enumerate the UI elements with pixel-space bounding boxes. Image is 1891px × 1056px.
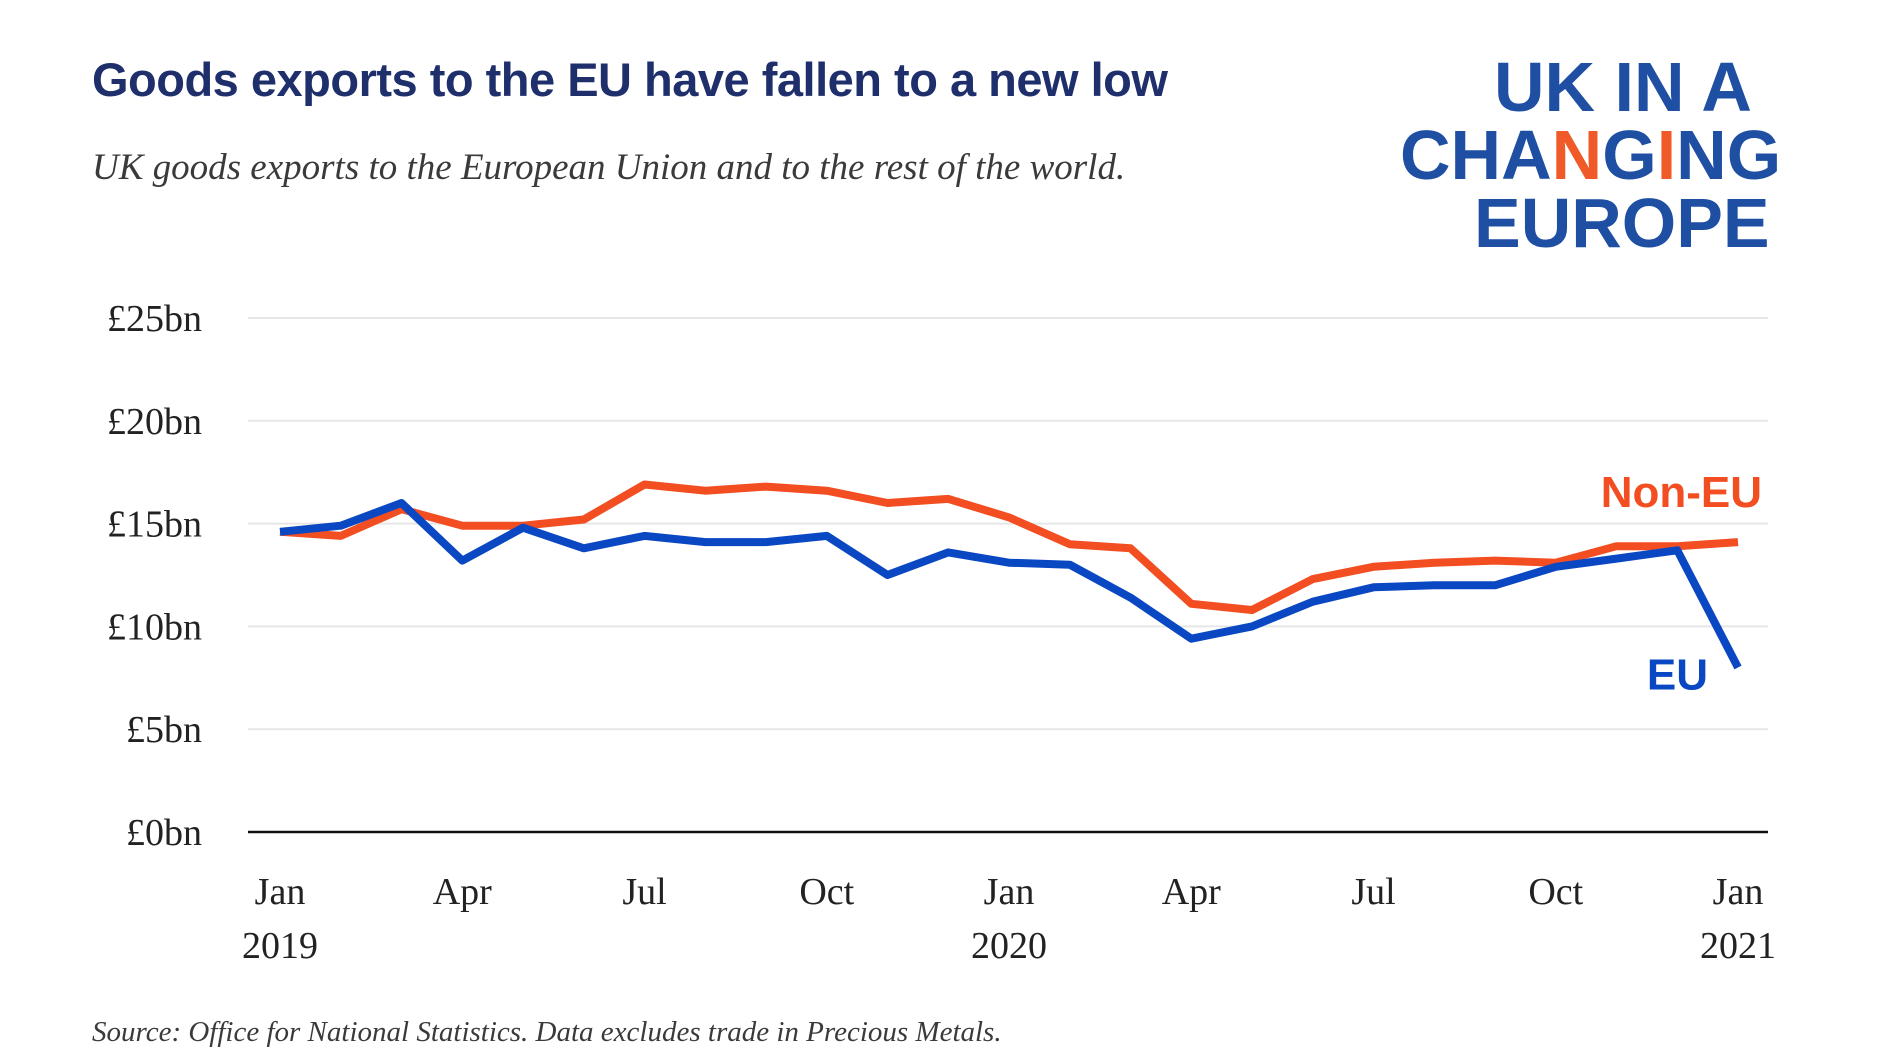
x-tick-year-label: 2021 [1700,925,1776,967]
y-tick-label: £10bn [107,606,202,648]
x-tick-label: Jan [255,871,306,913]
y-tick-label: £0bn [126,812,202,854]
x-tick-label: Jan [1713,871,1764,913]
series-line-non-eu [279,480,1739,614]
logo-line-3: EUROPE [1474,184,1770,262]
y-axis-ticks: £0bn £5bn £10bn £15bn £20bn £25bn [107,298,202,854]
x-tick-label: Jul [1351,871,1395,913]
y-tick-label: £25bn [107,298,202,340]
x-tick-label: Oct [1528,871,1583,913]
series-label-non-eu: Non-EU [1601,468,1762,517]
chart-title: Goods exports to the EU have fallen to a… [92,53,1168,106]
y-tick-label: £5bn [126,709,202,751]
series-label-eu: EU [1647,651,1708,700]
logo-line-1: UK IN A [1494,48,1752,126]
series-line-eu [279,499,1742,670]
brand-logo: UK IN A CHANGING EUROPE [1400,52,1830,258]
x-tick-label: Jan [984,871,1035,913]
logo-line-2: CHANGING [1400,116,1782,194]
x-tick-label: Jul [622,871,666,913]
series-labels: Non-EU EU [1601,468,1762,699]
x-tick-label: Apr [433,871,492,913]
source-note: Source: Office for National Statistics. … [92,1016,1002,1048]
y-tick-label: £15bn [107,504,202,546]
x-axis-ticks: Jan 2019 Apr Jul Oct Jan 2020 Apr Jul Oct Jan 2021 [242,871,1776,967]
gridlines [248,317,1768,731]
x-tick-year-label: 2020 [971,925,1047,967]
x-tick-label: Apr [1162,871,1221,913]
y-tick-label: £20bn [107,401,202,443]
chart-subtitle: UK goods exports to the European Union a… [92,147,1126,188]
series-lines [279,480,1742,670]
x-tick-label: Oct [799,871,854,913]
x-tick-year-label: 2019 [242,925,318,967]
